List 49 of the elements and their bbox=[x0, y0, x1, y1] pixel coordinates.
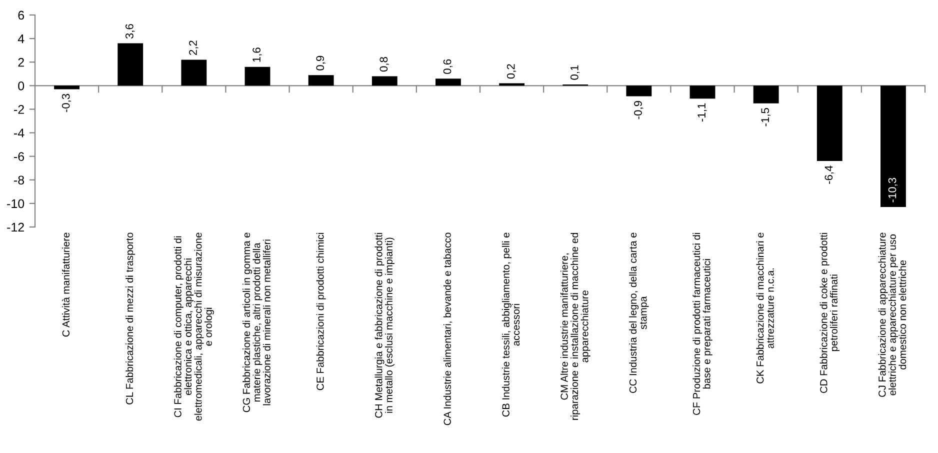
bar bbox=[880, 86, 906, 207]
x-tick-label: CC Industria del legno, della carta e stampa bbox=[629, 232, 649, 393]
bar bbox=[816, 86, 842, 162]
x-tick-label: CE Fabbricazioni di prodotti chimici bbox=[316, 232, 326, 390]
data-label: 0,6 bbox=[443, 59, 453, 74]
bar bbox=[308, 75, 334, 86]
y-tick-label: -10 bbox=[7, 199, 24, 208]
y-tick-label: 4 bbox=[18, 34, 24, 44]
bar bbox=[626, 86, 652, 96]
x-tick-label: CB Industrie tessili, abbigliamento, pelli e accessori bbox=[502, 232, 520, 417]
data-label: 2,2 bbox=[189, 40, 198, 55]
bar bbox=[54, 86, 80, 90]
x-tick-label: CA Industrie alimentari, bevande e tabacco bbox=[443, 232, 452, 426]
y-tick-label: -12 bbox=[7, 222, 24, 232]
y-tick-label: -6 bbox=[14, 152, 24, 161]
x-tick-label: CH Metallurgia e fabbricazione di prodotti in metallo (esclusi macchine e impianti) bbox=[374, 232, 394, 418]
data-label: -0,9 bbox=[634, 101, 644, 120]
bar bbox=[436, 78, 461, 86]
data-label: -0,3 bbox=[62, 94, 72, 112]
data-label: -1,5 bbox=[761, 108, 770, 126]
bar bbox=[690, 86, 716, 99]
x-tick-label: CI Fabbricazione di computer, prodotti di elettronica e ottica, apparecchi elettromedicali, apparecchi di misurazione e orologi bbox=[174, 232, 214, 421]
data-label: 3,6 bbox=[125, 24, 135, 39]
bar bbox=[118, 43, 144, 86]
x-tick-label: CL Fabbricazione di mezzi di trasporto bbox=[126, 232, 136, 404]
bar bbox=[753, 86, 779, 104]
data-label: 0,2 bbox=[506, 64, 516, 79]
x-tick-label: CJ Fabbricazione di apparecchiature elettriche e apparecchiature per uso domestico non elettriche bbox=[878, 232, 906, 397]
data-label: 1,6 bbox=[252, 48, 262, 62]
data-label: 0,8 bbox=[380, 57, 389, 72]
y-tick-label: 0 bbox=[18, 81, 24, 90]
data-label: 0,1 bbox=[570, 65, 580, 80]
x-tick-label: C Attività manifatturiere bbox=[62, 232, 70, 337]
y-tick-label: -8 bbox=[14, 176, 24, 185]
bar bbox=[244, 66, 270, 86]
data-label: -1,1 bbox=[698, 103, 707, 122]
bar bbox=[372, 76, 398, 86]
x-tick-label: CG Fabbricazione di articoli in gomma e materie plastiche, altri prodotti della lavorazione di minerali non metalliferi bbox=[242, 232, 270, 412]
data-label: -6,4 bbox=[824, 166, 834, 184]
x-tick-label: CD Fabbricazione di coke e prodotti petroliferi raffinati bbox=[820, 232, 840, 393]
data-label: -10,3 bbox=[888, 178, 898, 202]
data-label: 0,9 bbox=[316, 56, 326, 70]
x-tick-label: CK Fabbricazione di macchinari e attrezzature n.c.a. bbox=[756, 232, 774, 384]
y-tick-label: -4 bbox=[14, 128, 24, 138]
y-tick-label: 2 bbox=[18, 58, 24, 67]
y-tick-label: -2 bbox=[14, 105, 24, 114]
bar bbox=[181, 60, 207, 86]
y-tick-label: 6 bbox=[18, 10, 24, 20]
x-tick-label: CM Altre industrie manifatturiere, riparazione e installazione di macchine ed apparecchiature bbox=[560, 232, 590, 420]
